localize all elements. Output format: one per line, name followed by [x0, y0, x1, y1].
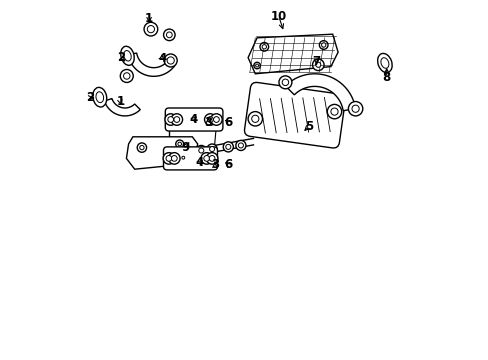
- Text: 5: 5: [305, 120, 313, 132]
- Circle shape: [235, 140, 245, 150]
- Circle shape: [164, 114, 176, 125]
- Circle shape: [312, 59, 324, 71]
- Circle shape: [147, 26, 154, 33]
- Text: 9: 9: [181, 141, 189, 154]
- Circle shape: [223, 142, 233, 152]
- Polygon shape: [126, 137, 197, 169]
- Circle shape: [351, 105, 359, 112]
- Circle shape: [166, 156, 171, 161]
- Text: 1: 1: [116, 95, 124, 108]
- Circle shape: [206, 144, 217, 154]
- Circle shape: [178, 142, 181, 146]
- Circle shape: [174, 117, 179, 122]
- Text: 2: 2: [86, 91, 94, 104]
- Circle shape: [251, 115, 258, 122]
- Circle shape: [278, 76, 291, 89]
- Circle shape: [282, 79, 288, 86]
- Polygon shape: [128, 53, 174, 76]
- Circle shape: [315, 62, 320, 67]
- Circle shape: [166, 32, 172, 38]
- Text: 7: 7: [312, 55, 320, 68]
- Circle shape: [207, 117, 213, 122]
- Text: 10: 10: [270, 10, 286, 23]
- Circle shape: [204, 114, 216, 125]
- Circle shape: [167, 117, 173, 122]
- Polygon shape: [104, 99, 140, 116]
- Circle shape: [347, 102, 362, 116]
- Circle shape: [319, 41, 327, 49]
- Text: 8: 8: [382, 71, 390, 84]
- Polygon shape: [285, 74, 355, 111]
- Ellipse shape: [96, 92, 103, 103]
- Circle shape: [209, 147, 214, 152]
- Circle shape: [225, 144, 230, 149]
- Text: 4: 4: [189, 113, 197, 126]
- Circle shape: [203, 156, 209, 161]
- Ellipse shape: [121, 46, 134, 65]
- Circle shape: [247, 112, 262, 126]
- Circle shape: [199, 148, 203, 153]
- FancyBboxPatch shape: [165, 108, 223, 131]
- Circle shape: [253, 62, 260, 69]
- Circle shape: [175, 140, 183, 148]
- Text: 2: 2: [117, 51, 125, 64]
- Circle shape: [168, 153, 180, 164]
- Circle shape: [238, 143, 243, 148]
- Circle shape: [180, 154, 186, 161]
- Text: 6: 6: [224, 158, 232, 171]
- Circle shape: [144, 22, 158, 36]
- Ellipse shape: [93, 87, 106, 107]
- Circle shape: [120, 69, 133, 82]
- Circle shape: [140, 145, 144, 150]
- Circle shape: [167, 57, 174, 64]
- Ellipse shape: [377, 53, 391, 73]
- Circle shape: [206, 153, 218, 164]
- Circle shape: [163, 29, 175, 41]
- Text: 3: 3: [204, 116, 212, 129]
- Polygon shape: [247, 34, 337, 74]
- Circle shape: [210, 114, 222, 125]
- Circle shape: [262, 45, 266, 49]
- Circle shape: [330, 108, 337, 115]
- Circle shape: [321, 43, 325, 47]
- FancyBboxPatch shape: [163, 147, 217, 170]
- Ellipse shape: [123, 50, 131, 61]
- Circle shape: [260, 42, 268, 51]
- Circle shape: [171, 114, 182, 125]
- FancyBboxPatch shape: [244, 82, 345, 148]
- Text: 6: 6: [224, 116, 232, 129]
- Circle shape: [164, 54, 177, 67]
- Text: 4: 4: [158, 52, 166, 65]
- Ellipse shape: [380, 58, 388, 68]
- Text: 1: 1: [145, 12, 153, 24]
- Circle shape: [182, 156, 184, 159]
- Circle shape: [123, 73, 130, 79]
- Circle shape: [201, 153, 212, 164]
- Circle shape: [326, 104, 341, 119]
- Circle shape: [137, 143, 146, 152]
- Circle shape: [255, 64, 258, 67]
- Circle shape: [213, 117, 219, 122]
- Text: 4: 4: [195, 156, 203, 169]
- Circle shape: [163, 153, 174, 164]
- Circle shape: [209, 156, 215, 161]
- Text: 3: 3: [210, 158, 219, 171]
- Circle shape: [171, 156, 177, 161]
- Circle shape: [196, 145, 206, 156]
